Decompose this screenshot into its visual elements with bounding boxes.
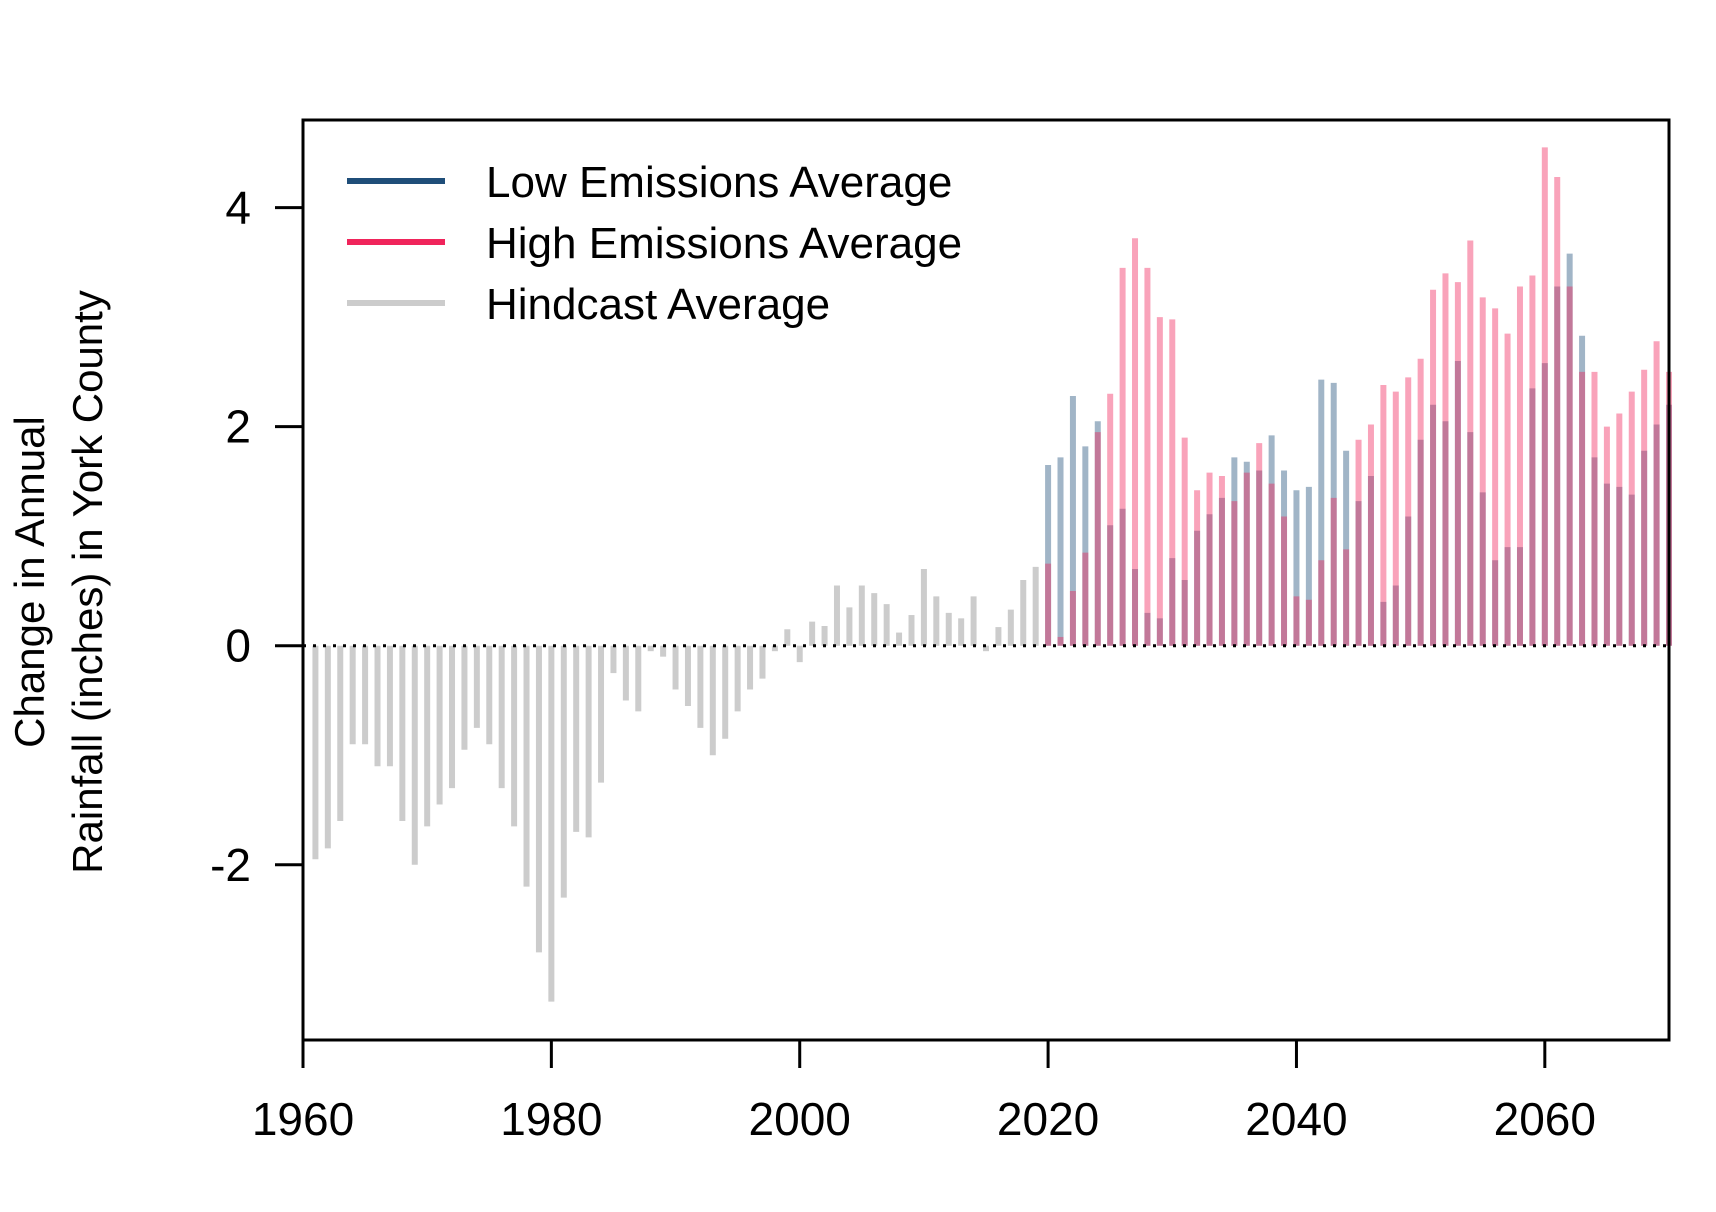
x-tick-label-2000: 2000 (749, 1093, 851, 1145)
x-tick-label-2060: 2060 (1494, 1093, 1596, 1145)
legend-label-high-emissions-average: High Emissions Average (486, 219, 962, 268)
x-tick-label-1960: 1960 (252, 1093, 354, 1145)
x-axis: 1960 1980 2000 2020 2040 2060 (252, 1038, 1669, 1145)
y-tick-label-2: 2 (225, 401, 251, 453)
y-axis: -2 0 2 4 (210, 182, 305, 891)
y-axis-title: Change in Annual Rainfall (inches) in Yo… (6, 290, 111, 874)
y-tick-label--2: -2 (210, 839, 251, 891)
bars-layer (312, 147, 1672, 1002)
y-tick-label-0: 0 (225, 620, 251, 672)
legend: Low Emissions Average High Emissions Aver… (347, 158, 962, 329)
x-tick-label-2040: 2040 (1245, 1093, 1347, 1145)
y-axis-title-line-1: Change in Annual (6, 416, 53, 748)
x-tick-label-1980: 1980 (500, 1093, 602, 1145)
y-tick-label-4: 4 (225, 182, 251, 234)
legend-label-hindcast-average: Hindcast Average (486, 280, 830, 329)
y-axis-title-line-2: Rainfall (inches) in York County (64, 290, 111, 874)
legend-label-low-emissions-average: Low Emissions Average (486, 158, 952, 207)
x-tick-label-2020: 2020 (997, 1093, 1099, 1145)
